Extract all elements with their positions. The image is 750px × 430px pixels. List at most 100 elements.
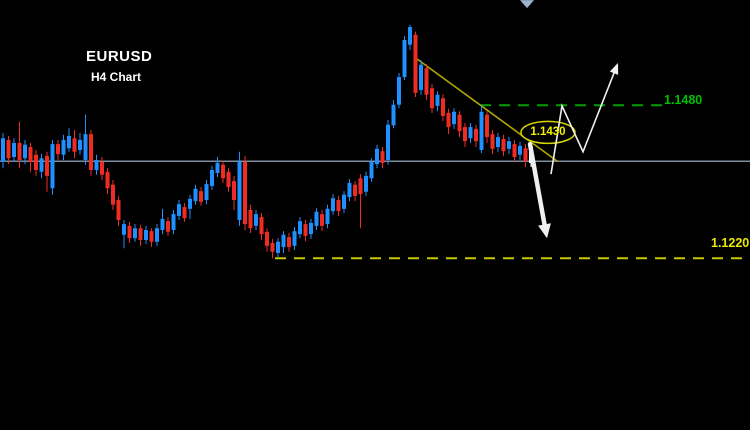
candle-down: [221, 164, 225, 179]
candle-up: [94, 160, 99, 170]
candle-down: [111, 184, 115, 205]
candle-down: [380, 151, 385, 163]
candle-down: [287, 237, 291, 248]
candle-down: [424, 68, 429, 95]
candle-down: [248, 210, 253, 229]
candle-up: [292, 231, 297, 246]
candle-up: [309, 222, 313, 235]
candle-up: [23, 144, 27, 159]
candle-down: [320, 214, 324, 226]
candle-down: [232, 181, 236, 200]
candle-up: [325, 208, 330, 225]
candle-up: [67, 135, 71, 149]
candle-up: [518, 145, 522, 155]
candle-down: [446, 112, 451, 128]
ellipse-price-label: 1.1430: [530, 126, 566, 138]
candle-up: [331, 198, 335, 212]
candle-up: [12, 142, 16, 158]
candle-up: [237, 161, 242, 220]
candle-up: [160, 218, 165, 230]
descending-trendline: [415, 57, 559, 163]
candle-up: [419, 64, 423, 90]
candle-down: [259, 217, 264, 235]
candle-up: [375, 148, 379, 165]
candle-down: [34, 154, 38, 170]
top-marker-icon: [520, 0, 534, 9]
candle-down: [512, 144, 517, 158]
candle-down: [100, 161, 104, 175]
candle-up: [177, 204, 181, 216]
candle-up: [133, 228, 137, 239]
candle-down: [6, 140, 11, 159]
candle-up: [314, 211, 319, 226]
sell-arrow-head: [538, 223, 551, 239]
candle-down: [28, 147, 33, 162]
candle-up: [144, 230, 148, 240]
candle-up: [61, 140, 66, 155]
candle-up: [479, 111, 484, 150]
candle-up: [391, 104, 396, 126]
candle-up: [171, 214, 176, 230]
candle-down: [89, 134, 93, 170]
candle-down: [270, 242, 275, 252]
candle-up: [193, 188, 198, 202]
highlight-ellipse: [520, 120, 576, 145]
candle-down: [56, 144, 60, 155]
support-price-label: 1.1220: [711, 236, 750, 250]
candle-down: [413, 34, 418, 93]
candle-down: [199, 191, 203, 202]
candle-down: [485, 114, 489, 138]
candle-up: [402, 40, 407, 78]
candle-up: [210, 170, 214, 186]
candle-down: [353, 184, 357, 196]
candle-down: [243, 161, 247, 225]
candle-down: [457, 114, 462, 132]
candle-up: [364, 175, 368, 192]
candle-down: [490, 134, 495, 149]
candle-down: [127, 225, 132, 239]
candle-up: [122, 224, 126, 235]
candle-down: [265, 231, 269, 246]
candle-up: [155, 228, 159, 242]
sell-arrow-shaft: [527, 141, 548, 229]
symbol-title: EURUSD: [86, 48, 153, 65]
candle-down: [72, 138, 77, 152]
candle-up: [50, 144, 55, 189]
candle-up: [281, 234, 286, 248]
projection-arrowhead: [609, 62, 619, 75]
candle-up: [386, 124, 390, 160]
candle-down: [105, 171, 110, 189]
candle-up: [254, 214, 258, 226]
candle-up: [188, 198, 192, 209]
candle-down: [226, 171, 231, 188]
candle-down: [166, 221, 170, 232]
resistance-price-label: 1.1480: [664, 93, 703, 107]
candle-up: [78, 140, 82, 150]
candle-up: [507, 141, 511, 149]
candle-up: [347, 182, 352, 198]
candle-up: [408, 27, 412, 45]
candle-up: [435, 94, 440, 106]
candle-up: [39, 158, 44, 172]
candle-down: [463, 127, 467, 142]
candle-up: [397, 77, 401, 105]
candle-down: [149, 231, 154, 242]
candle-down: [430, 88, 434, 109]
candle-down: [358, 178, 363, 195]
candle-up: [83, 134, 88, 160]
candle-up: [276, 241, 280, 253]
candle-up: [468, 127, 473, 139]
candle-down: [45, 155, 49, 176]
candle-up: [496, 137, 500, 148]
candle-down: [501, 138, 506, 152]
candle-up: [298, 221, 302, 235]
candle-down: [523, 148, 528, 162]
candle-down: [474, 128, 478, 142]
candle-up: [342, 194, 346, 209]
candle-down: [116, 200, 121, 220]
projection-zigzag: [550, 71, 616, 175]
timeframe-subtitle: H4 Chart: [91, 70, 142, 84]
candle-down: [441, 98, 445, 116]
